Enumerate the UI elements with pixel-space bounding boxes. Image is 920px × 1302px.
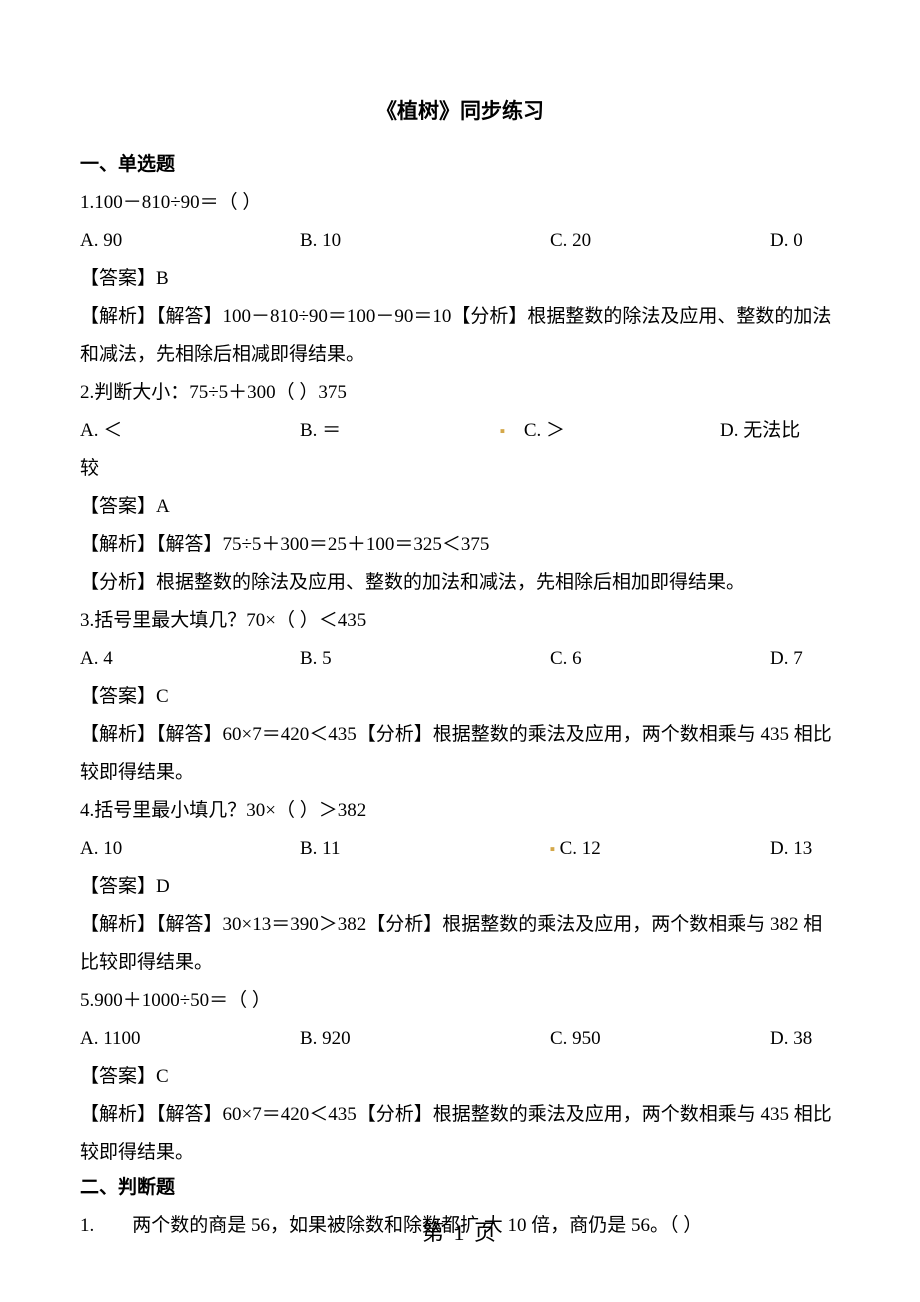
q2-opt-c: ■ C. ＞ [500,412,720,450]
q5-answer: 【答案】C [80,1058,840,1096]
q3-stem: 3.括号里最大填几？70×（ ）＜435 [80,602,840,640]
q2-opt-d-cont: 较 [80,450,840,488]
q2-opt-d: D. 无法比 [720,412,840,450]
q5-stem: 5.900＋1000÷50＝（ ） [80,982,840,1020]
q1-stem: 1.100－810÷90＝（ ） [80,184,840,222]
q1-opt-c: C. 20 [550,222,770,260]
q2-stem: 2.判断大小：75÷5＋300（ ）375 [80,374,840,412]
q3-opt-a: A. 4 [80,640,300,678]
page-footer: 第 1 页 [0,1215,920,1247]
q5-opt-c: C. 950 [550,1020,770,1058]
q5-opt-b: B. 920 [300,1020,550,1058]
section-2-heading: 二、判断题 [80,1172,840,1199]
q4-opt-b: B. 11 [300,830,550,868]
q5-opt-a: A. 1100 [80,1020,300,1058]
doc-title: 《植树》同步练习 [80,95,840,125]
marker-dot-icon: ■ [550,845,555,854]
q5-options: A. 1100 B. 920 C. 950 D. 38 [80,1020,840,1058]
q1-opt-d: D. 0 [770,222,840,260]
q2-answer: 【答案】A [80,488,840,526]
q3-options: A. 4 B. 5 C. 6 D. 7 [80,640,840,678]
q5-opt-d: D. 38 [770,1020,840,1058]
q4-answer: 【答案】D [80,868,840,906]
q4-stem: 4.括号里最小填几？30×（ ）＞382 [80,792,840,830]
q1-options: A. 90 B. 10 C. 20 D. 0 [80,222,840,260]
q1-answer: 【答案】B [80,260,840,298]
q2-opt-a: A. ＜ [80,412,300,450]
q1-explain: 【解析】【解答】100－810÷90＝100－90＝10【分析】根据整数的除法及… [80,298,840,374]
q3-opt-d: D. 7 [770,640,840,678]
q1-opt-a: A. 90 [80,222,300,260]
section-1-heading: 一、单选题 [80,149,840,176]
q2-options: A. ＜ B. ＝ ■ C. ＞ D. 无法比 较 [80,412,840,488]
q5-explain: 【解析】【解答】60×7＝420＜435【分析】根据整数的乘法及应用，两个数相乘… [80,1096,840,1172]
q3-opt-b: B. 5 [300,640,550,678]
q2-explain-1: 【解析】【解答】75÷5＋300＝25＋100＝325＜375 [80,526,840,564]
q4-opt-d: D. 13 [770,830,840,868]
q4-opt-a: A. 10 [80,830,300,868]
q3-answer: 【答案】C [80,678,840,716]
q3-opt-c: C. 6 [550,640,770,678]
q4-explain: 【解析】【解答】30×13＝390＞382【分析】根据整数的乘法及应用，两个数相… [80,906,840,982]
q3-explain: 【解析】【解答】60×7＝420＜435【分析】根据整数的乘法及应用，两个数相乘… [80,716,840,792]
q2-explain-2: 【分析】根据整数的除法及应用、整数的加法和减法，先相除后相加即得结果。 [80,564,840,602]
q4-options: A. 10 B. 11 ■ C. 12 D. 13 [80,830,840,868]
q1-opt-b: B. 10 [300,222,550,260]
q2-opt-b: B. ＝ [300,412,500,450]
marker-dot-icon: ■ [500,427,505,436]
q4-opt-c: ■ C. 12 [550,830,770,868]
